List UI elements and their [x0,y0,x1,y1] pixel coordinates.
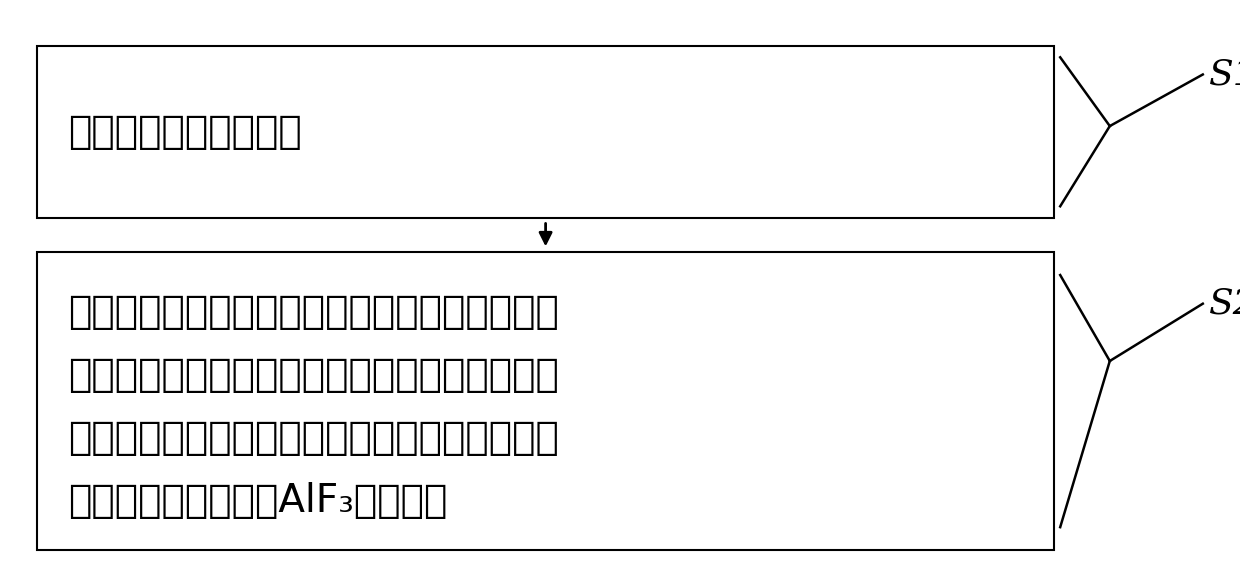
Text: 所述泵浦光经过所述合束器合束后，耦合进入所: 所述泵浦光经过所述合束器合束后，耦合进入所 [68,293,559,331]
Text: 泵浦激光器产生泵浦光: 泵浦激光器产生泵浦光 [68,113,303,151]
Text: 所述第一光学谐振腔和所述第二光学谐振腔中振: 所述第一光学谐振腔和所述第二光学谐振腔中振 [68,419,559,457]
Bar [37,46,1054,218]
Text: S1: S1 [1209,57,1240,92]
Text: S2: S2 [1209,286,1240,321]
Bar [37,252,1054,550]
Text: 述双包层掺铒氟化物光纤的内包层和纤芯中，在: 述双包层掺铒氟化物光纤的内包层和纤芯中，在 [68,356,559,394]
Text: 荡形成激光并由所述AlF₃端帽输出: 荡形成激光并由所述AlF₃端帽输出 [68,482,448,520]
